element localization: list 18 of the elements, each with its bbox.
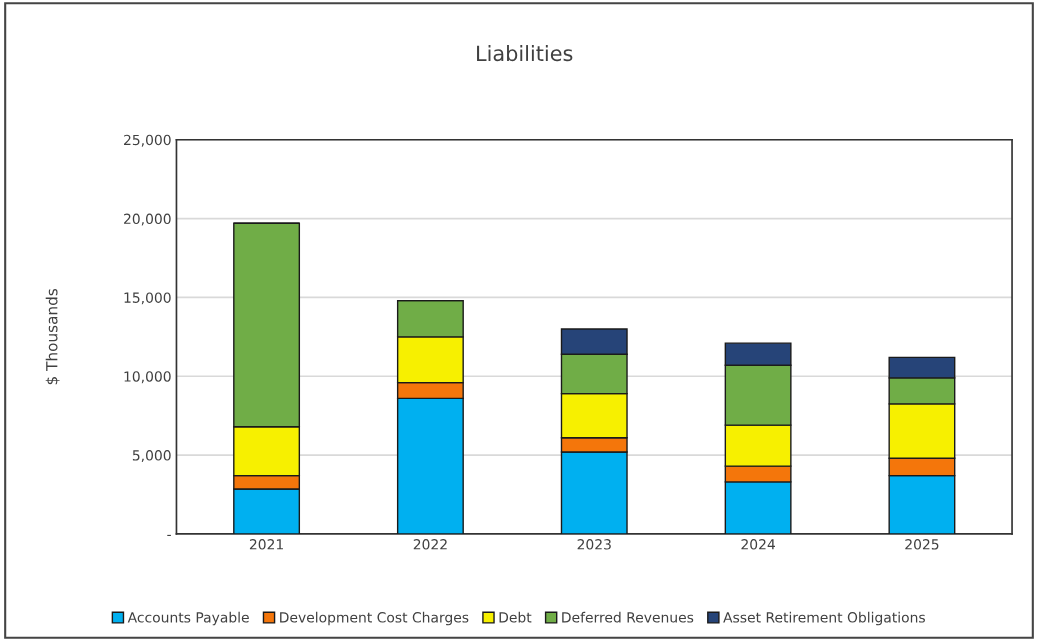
x-tick-label: 2024 <box>741 539 775 550</box>
y-tick-label: - <box>167 534 171 536</box>
y-axis-title: $ Thousands <box>45 288 60 385</box>
x-tick-label: 2022 <box>413 539 447 550</box>
x-tick-label: 2023 <box>577 539 611 550</box>
y-tick-label: 20,000 <box>124 213 171 226</box>
x-tick-label: 2021 <box>249 539 283 550</box>
legend-label: Deferred Revenues <box>562 611 694 623</box>
y-tick-label: 25,000 <box>124 134 171 147</box>
legend-label: Development Cost Charges <box>280 611 469 626</box>
legend-label: Accounts Payable <box>127 611 249 626</box>
legend-label: Asset Retirement Obligations <box>723 611 925 626</box>
x-tick-label: 2025 <box>905 539 939 550</box>
y-tick-label: 15,000 <box>124 292 171 305</box>
chart-title: Liabilities <box>477 45 573 62</box>
y-tick-label: 10,000 <box>124 371 171 384</box>
y-tick-label: 5,000 <box>132 450 171 462</box>
legend-label: Debt <box>499 611 532 623</box>
